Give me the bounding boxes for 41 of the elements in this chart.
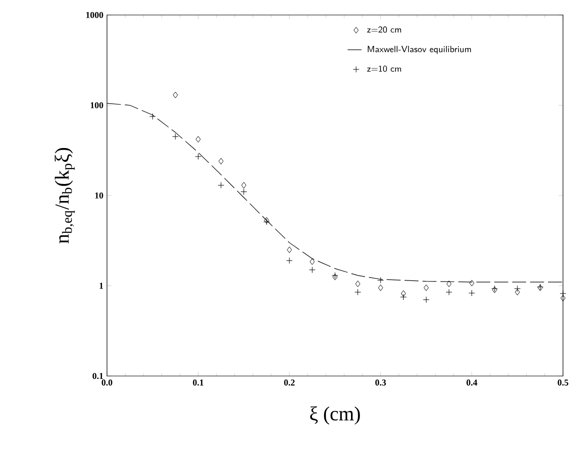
x-axis-title: ξ (cm)	[310, 406, 360, 425]
point	[310, 258, 315, 265]
point	[446, 280, 452, 288]
y-tick-label: 0.1	[92, 372, 104, 380]
legend-label: z=20 cm	[367, 26, 402, 33]
point	[400, 290, 406, 297]
point	[308, 266, 316, 274]
point	[355, 280, 360, 288]
y-tick-label: 1000	[86, 12, 104, 18]
point	[218, 158, 224, 164]
point	[422, 296, 430, 303]
x-tick-label: 0.1	[192, 380, 204, 386]
point	[468, 290, 476, 296]
point	[149, 113, 156, 120]
y-tick-label: 1	[100, 282, 104, 289]
point	[194, 153, 202, 160]
point	[240, 188, 248, 196]
x-tick-label: 0.5	[558, 380, 568, 386]
x-tick-label: 0.3	[375, 380, 386, 386]
x-tick-label: 0.4	[466, 380, 478, 386]
y-tick-label: 100	[90, 102, 104, 108]
point	[241, 182, 246, 188]
x-tick-label: 0.0	[102, 380, 112, 386]
point	[286, 246, 292, 254]
legend-label: z=10 cm	[367, 66, 402, 72]
point	[514, 285, 521, 292]
point	[514, 288, 520, 296]
point	[286, 257, 293, 264]
point	[400, 294, 407, 300]
point	[172, 92, 178, 98]
x-tick-label: 0.2	[284, 380, 295, 386]
point	[469, 280, 474, 286]
point	[446, 288, 452, 296]
point	[218, 182, 224, 188]
point	[196, 136, 201, 142]
legend-label: Maxwell-Vlasov equilibrium	[368, 46, 471, 54]
y-axis-title: n$_{b,eq}$/n$_{b}$(k$_{p}$ξ)	[54, 148, 75, 244]
y-tick-label: 10	[95, 192, 104, 199]
point	[354, 288, 362, 296]
point	[172, 133, 179, 140]
point	[424, 284, 429, 291]
